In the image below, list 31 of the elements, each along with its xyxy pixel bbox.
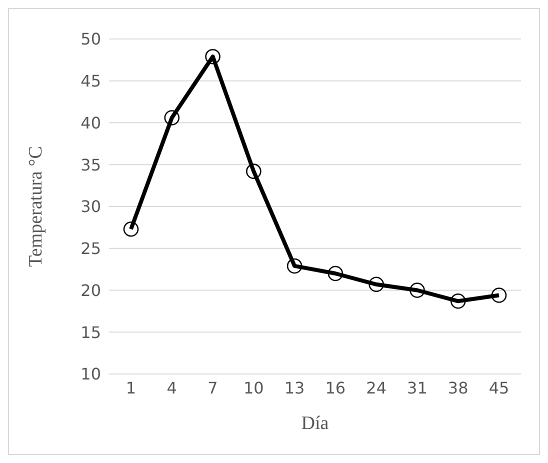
point <box>205 48 220 64</box>
x-tick-label: 4 <box>166 378 177 398</box>
x-axis-title: Día <box>301 413 330 434</box>
y-tick-label: 20 <box>80 280 101 300</box>
x-tick-label: 31 <box>407 378 428 398</box>
point <box>328 266 344 282</box>
x-tick-label: 13 <box>284 378 305 398</box>
y-tick-label: 30 <box>80 197 101 216</box>
x-tick-label: 1 <box>126 378 136 398</box>
point <box>164 110 180 126</box>
y-tick-label: 40 <box>80 113 101 132</box>
x-tick-label: 38 <box>448 378 468 398</box>
point <box>246 164 262 179</box>
x-tick-label: 10 <box>243 378 264 398</box>
point <box>450 293 466 309</box>
y-axis-title: Temperatura °C <box>26 146 47 267</box>
point <box>286 258 302 274</box>
x-tick-label: 45 <box>488 378 510 398</box>
y-tick-label: 15 <box>80 322 101 342</box>
y-tick-label: 25 <box>80 239 101 258</box>
point <box>491 288 507 303</box>
y-tick-label: 50 <box>80 30 101 49</box>
x-tick-label: 16 <box>325 378 346 398</box>
x-tick-label: 24 <box>366 378 387 398</box>
point <box>410 282 425 298</box>
x-tick-label: 7 <box>208 378 218 398</box>
y-tick-label: 45 <box>80 72 101 91</box>
point <box>368 276 384 292</box>
y-tick-label: 35 <box>80 155 101 174</box>
point <box>123 221 139 237</box>
y-tick-label: 10 <box>80 364 101 384</box>
